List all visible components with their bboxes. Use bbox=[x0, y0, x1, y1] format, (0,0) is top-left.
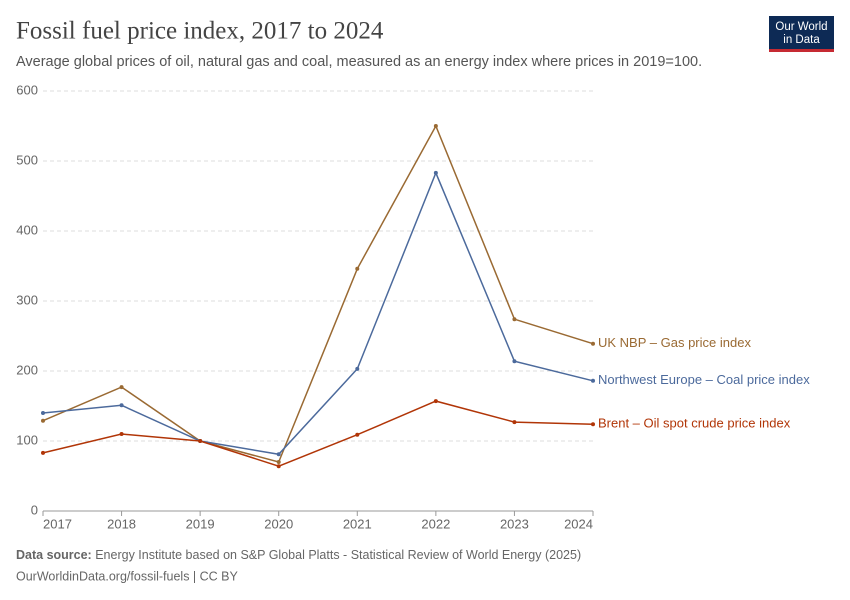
x-tick-label: 2021 bbox=[343, 516, 372, 531]
logo-text: in Data bbox=[783, 34, 820, 46]
point bbox=[41, 418, 45, 423]
y-tick-label: 500 bbox=[16, 152, 38, 167]
point bbox=[512, 317, 517, 322]
chart-subtitle: Average global prices of oil, natural ga… bbox=[16, 54, 702, 70]
point bbox=[433, 124, 438, 128]
series-line bbox=[42, 124, 594, 463]
y-tick-label: 0 bbox=[31, 502, 38, 517]
point bbox=[276, 460, 281, 464]
y-tick-label: 200 bbox=[16, 362, 38, 377]
legend-label: Brent – Oil spot crude price index bbox=[598, 416, 791, 431]
logo-stripe bbox=[769, 49, 834, 52]
point bbox=[433, 399, 438, 404]
source-label: Data source: bbox=[16, 548, 92, 562]
point bbox=[119, 385, 124, 390]
point bbox=[355, 432, 360, 437]
point bbox=[119, 432, 124, 436]
x-tick-label: 2017 bbox=[43, 516, 72, 531]
point bbox=[276, 464, 281, 469]
series-line bbox=[42, 400, 594, 467]
y-tick-label: 300 bbox=[16, 292, 38, 307]
x-tick-label: 2024 bbox=[564, 516, 593, 531]
point bbox=[41, 411, 45, 415]
point bbox=[276, 452, 281, 457]
point bbox=[591, 422, 595, 427]
point bbox=[512, 359, 517, 364]
y-tick-label: 100 bbox=[16, 432, 38, 447]
point bbox=[591, 341, 595, 346]
point bbox=[433, 170, 438, 175]
point bbox=[591, 378, 595, 383]
point bbox=[198, 439, 203, 443]
x-tick-label: 2018 bbox=[107, 516, 136, 531]
x-tick-label: 2023 bbox=[500, 516, 529, 531]
x-tick-label: 2022 bbox=[421, 516, 450, 531]
chart-title: Fossil fuel price index, 2017 to 2024 bbox=[16, 18, 384, 45]
x-tick-label: 2019 bbox=[186, 516, 215, 531]
y-tick-label: 400 bbox=[16, 222, 38, 237]
logo-text: Our World bbox=[775, 21, 827, 33]
point bbox=[41, 450, 45, 455]
source: Data source: Energy Institute based on S… bbox=[16, 548, 581, 562]
legend-label: Northwest Europe – Coal price index bbox=[598, 372, 810, 387]
x-tick-label: 2020 bbox=[264, 516, 293, 531]
legend-label: UK NBP – Gas price index bbox=[598, 335, 751, 350]
point bbox=[512, 420, 517, 425]
series-line bbox=[42, 170, 594, 456]
point bbox=[355, 266, 360, 271]
source-text: Energy Institute based on S&P Global Pla… bbox=[95, 548, 581, 562]
point bbox=[355, 366, 360, 371]
point bbox=[119, 403, 124, 408]
y-tick-label: 600 bbox=[16, 82, 38, 97]
footer: OurWorldinData.org/fossil-fuels | CC BY bbox=[16, 569, 239, 583]
logo-box bbox=[769, 16, 834, 52]
